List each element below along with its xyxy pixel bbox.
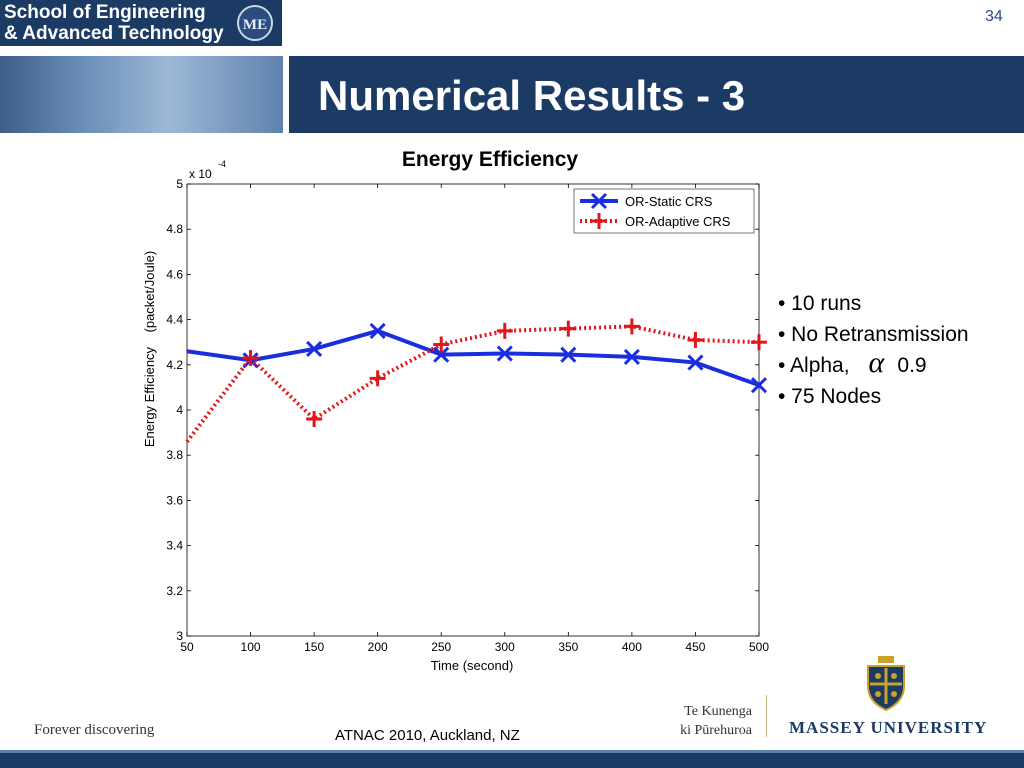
bottom-bar [0, 750, 1024, 768]
bullet-list: • 10 runs • No Retransmission • Alpha, α… [778, 288, 969, 412]
energy-efficiency-chart: Energy Efficiency 3 3.2 3.4 3.6 3.8 4 4.2 4.4 4.… [142, 148, 769, 673]
legend-label: OR-Adaptive CRS [625, 214, 731, 229]
data-point-x-marker [306, 340, 323, 358]
y-tick-label: 4.4 [166, 313, 183, 327]
data-point-x-marker [369, 322, 386, 339]
title-bar [289, 56, 1024, 133]
slide-title: Numerical Results - 3 [318, 72, 746, 119]
axis-exponent-label: x 10 [189, 167, 212, 181]
y-tick-label: 3.4 [166, 539, 183, 553]
x-tick-label: 250 [431, 640, 451, 654]
axis-exponent-power: -4 [218, 159, 226, 169]
bullet-nodes: • 75 Nodes [778, 385, 882, 408]
chart-title: Energy Efficiency [402, 148, 579, 171]
bullet-alpha: • Alpha, α 0.9 [778, 346, 969, 381]
bullet-runs: • 10 runs [778, 292, 862, 315]
x-axis-ticks: 50 100 150 200 250 300 350 400 450 500 [180, 184, 769, 654]
school-name-line2: & Advanced Technology [4, 23, 224, 44]
series-1 [185, 318, 767, 443]
bullet-alpha-value: 0.9 [897, 354, 927, 377]
data-point-x-marker [623, 348, 640, 365]
y-tick-label: 3.2 [166, 584, 183, 598]
data-point-x-marker [750, 377, 768, 394]
x-tick-label: 300 [495, 640, 515, 654]
slide-number: 34 [985, 8, 1003, 25]
x-tick-label: 200 [368, 640, 388, 654]
x-tick-label: 50 [180, 640, 194, 654]
bullet-retransmission: • No Retransmission [778, 323, 969, 346]
footer-conference: ATNAC 2010, Auckland, NZ [335, 727, 520, 744]
y-tick-label: 3.8 [166, 448, 183, 462]
x-tick-label: 350 [558, 640, 578, 654]
x-tick-label: 100 [241, 640, 261, 654]
me-emblem-icon: ME [237, 5, 273, 41]
y-tick-label: 4.8 [166, 222, 183, 236]
y-axis-label: Energy Efficiency (packet/Joule) [142, 251, 157, 447]
y-axis-ticks: 3 3.2 3.4 3.6 3.8 4 4.2 4.4 4.6 4.8 5 [166, 177, 759, 643]
series-line [185, 324, 760, 443]
bullet-alpha-label: • Alpha, [778, 354, 850, 377]
y-tick-label: 4.2 [166, 358, 183, 372]
y-tick-label: 3.6 [166, 493, 183, 507]
svg-text:ME: ME [243, 17, 267, 33]
chart-legend: OR-Static CRS OR-Adaptive CRS [573, 188, 755, 234]
footer-slogan: Forever discovering [34, 722, 155, 738]
x-tick-label: 450 [685, 640, 705, 654]
maori-name-line2: ki Pūrehuroa [680, 723, 752, 738]
header-photo [0, 56, 283, 133]
data-point-x-marker [590, 192, 608, 210]
x-tick-label: 400 [622, 640, 642, 654]
data-point-x-marker [433, 346, 450, 363]
x-tick-label: 500 [749, 640, 769, 654]
university-crest-icon [867, 656, 905, 712]
university-name: MASSEY UNIVERSITY [789, 718, 988, 737]
y-tick-label: 4 [176, 403, 183, 417]
series-line [186, 328, 760, 388]
x-axis-label: Time (second) [431, 658, 514, 673]
data-point-x-marker [496, 345, 513, 362]
maori-name-line1: Te Kunenga [684, 704, 752, 719]
x-tick-label: 150 [304, 640, 324, 654]
data-point-x-marker [687, 354, 704, 371]
y-tick-label: 5 [176, 177, 183, 191]
school-logo: School of Engineering & Advanced Technol… [0, 0, 282, 46]
maori-name: Te Kunenga ki Pūrehuroa [680, 702, 752, 740]
bottom-bar-highlight [0, 750, 1024, 753]
legend-label: OR-Static CRS [625, 194, 713, 209]
footer-divider [766, 695, 767, 737]
school-name-line1: School of Engineering [4, 2, 206, 23]
alpha-symbol-icon: α [868, 346, 885, 379]
y-tick-label: 3 [176, 629, 183, 643]
plot-area [186, 183, 760, 637]
data-point-x-marker [560, 346, 577, 363]
y-tick-label: 4.6 [166, 267, 183, 281]
